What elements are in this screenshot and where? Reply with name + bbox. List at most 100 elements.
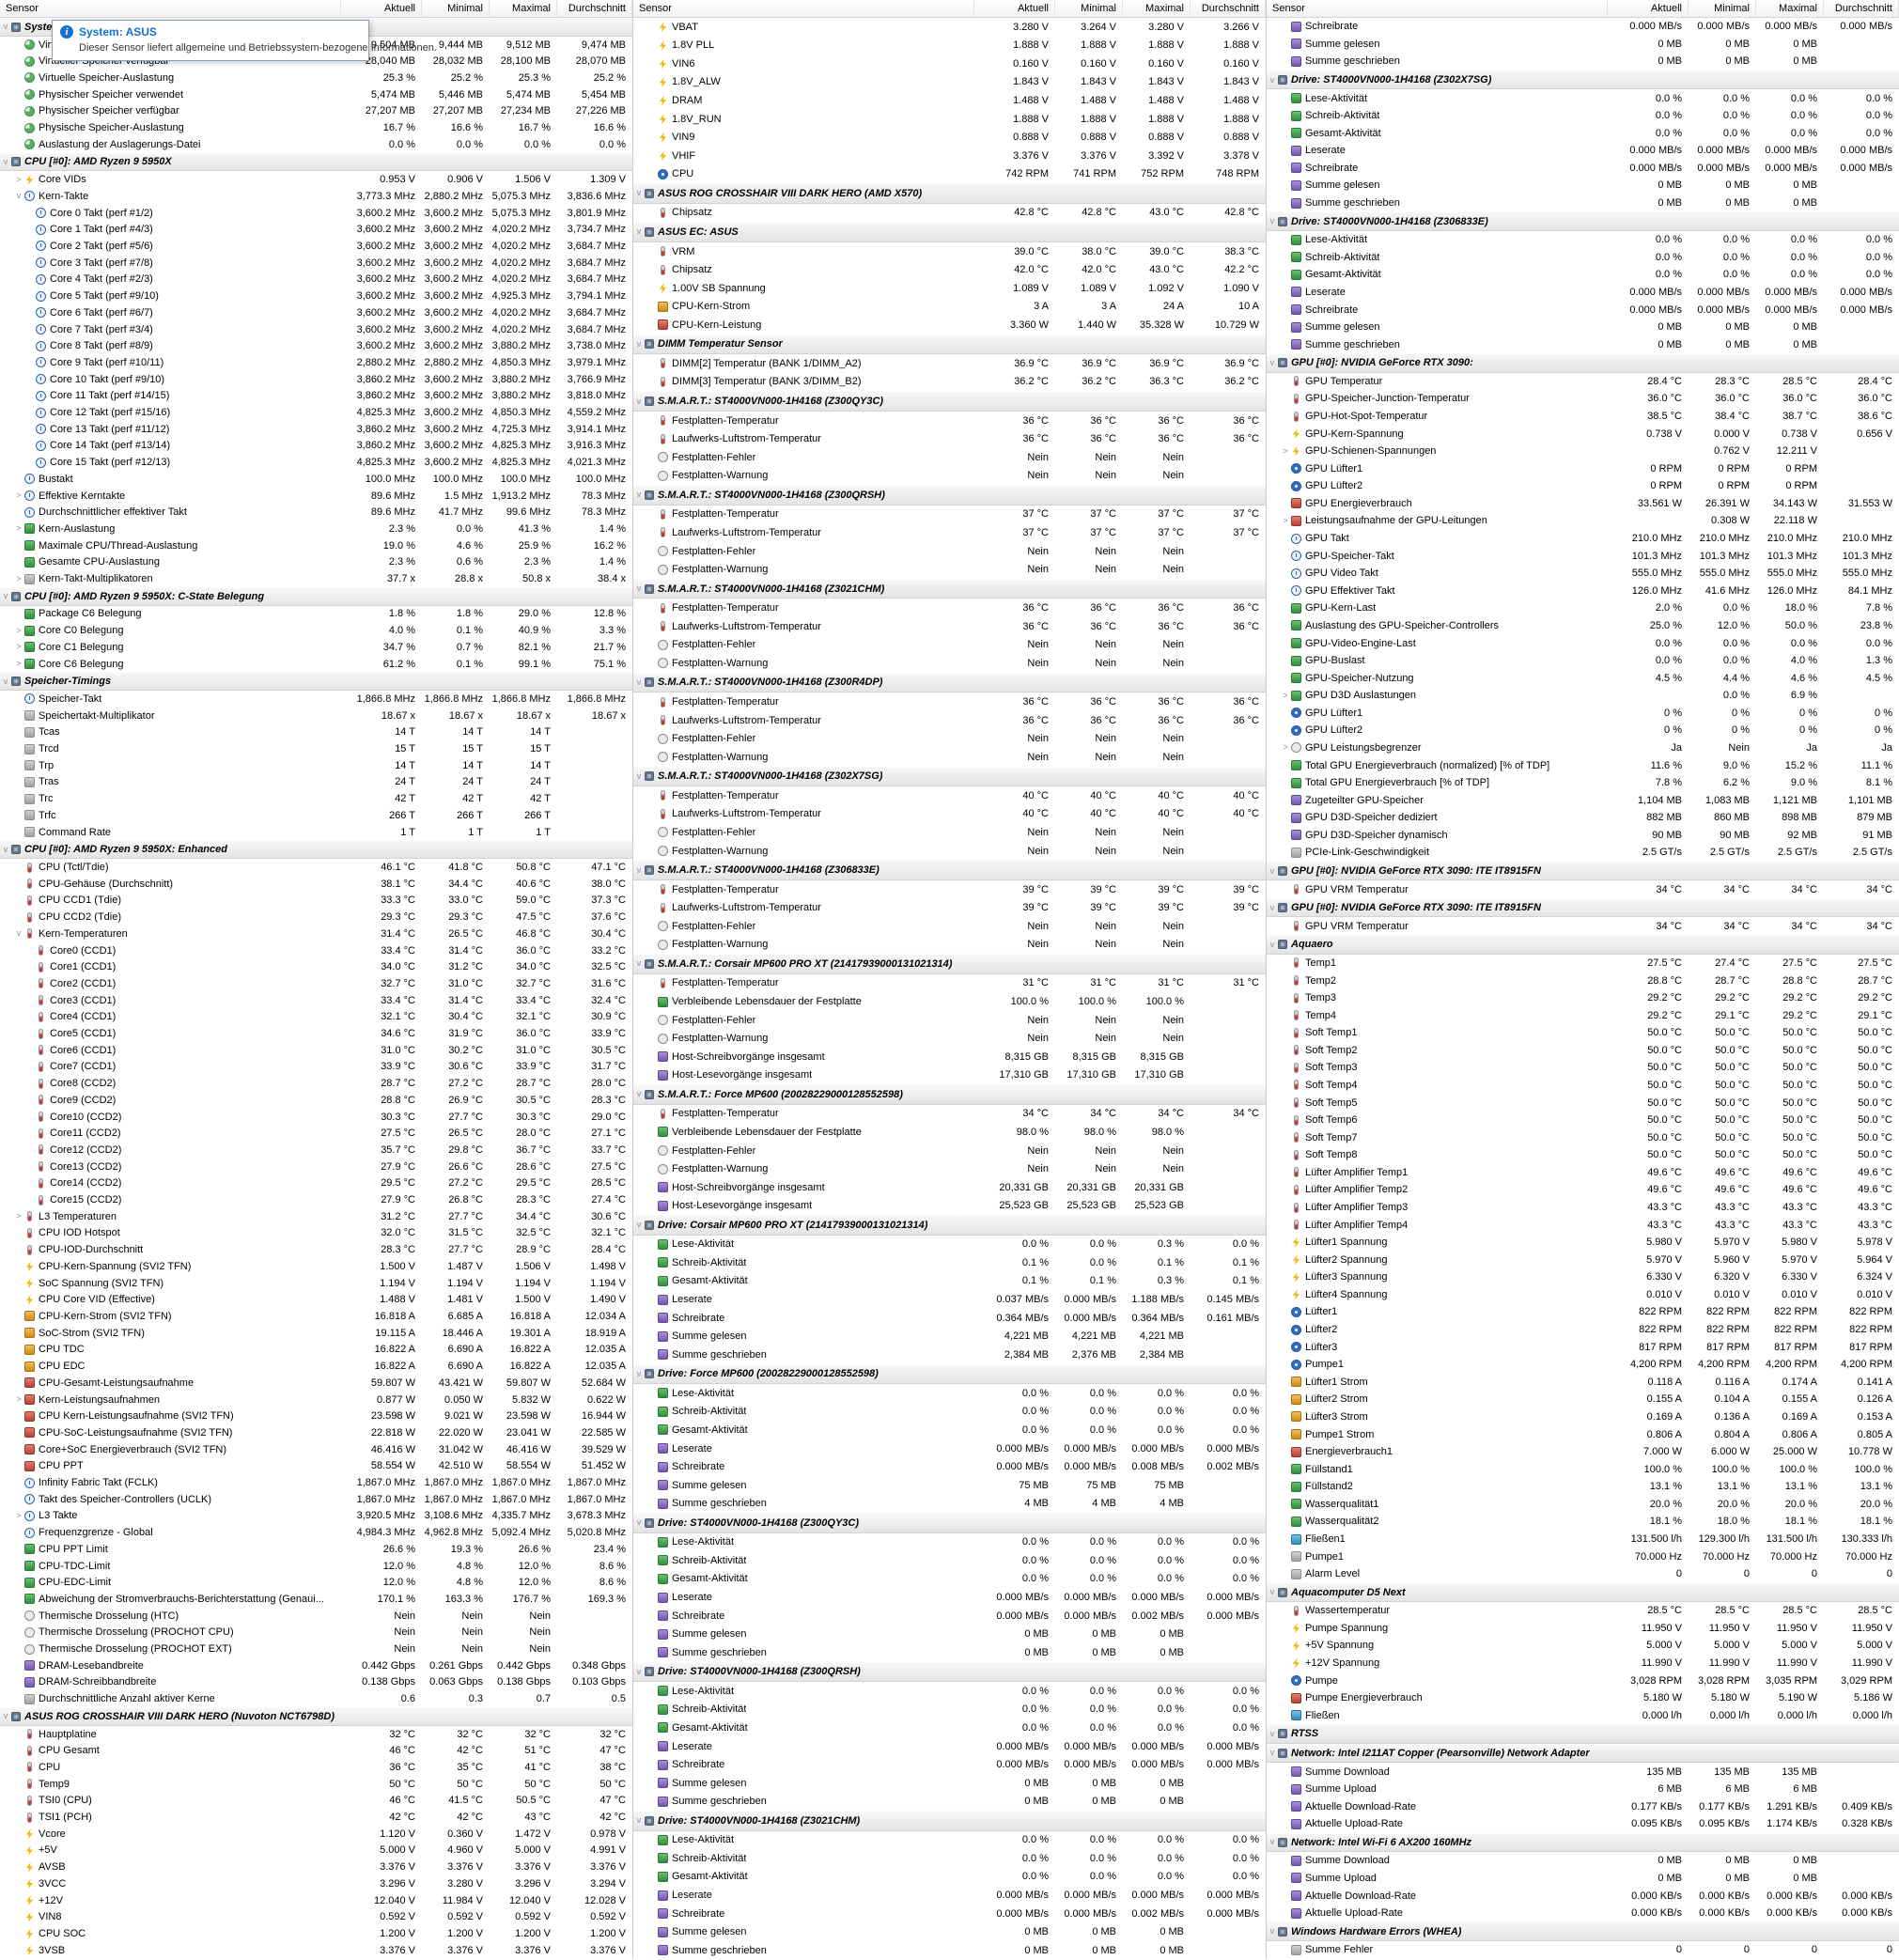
sensor-row[interactable]: Gesamt-Aktivität 0.1 % 0.1 % 0.3 % 0.1 % (633, 1272, 1266, 1291)
group-header[interactable]: v Aquacomputer D5 Next (1267, 1582, 1899, 1603)
sensor-row[interactable]: Soft Temp1 50.0 °C 50.0 °C 50.0 °C 50.0 °C (1267, 1024, 1899, 1042)
sensor-row[interactable]: SoC Spannung (SVI2 TFN) 1.194 V 1.194 V 1.1… (0, 1275, 632, 1292)
expand-chevron-icon[interactable]: > (16, 1211, 22, 1221)
expand-chevron-icon[interactable]: > (1283, 515, 1288, 525)
sensor-row[interactable]: Festplatten-Warnung Nein Nein Nein (633, 842, 1266, 861)
sensor-row[interactable]: 1.8V_RUN 1.888 V 1.888 V 1.888 V 1.888 V (633, 110, 1266, 129)
sensor-row[interactable]: Temp4 29.2 °C 29.1 °C 29.2 °C 29.1 °C (1267, 1006, 1899, 1024)
collapse-chevron-icon[interactable]: v (3, 676, 8, 686)
sensor-row[interactable]: Wasserqualität2 18.1 % 18.0 % 18.1 % 18.1 % (1267, 1513, 1899, 1531)
sensor-row[interactable]: Core 7 Takt (perf #3/4) 3,600.2 MHz 3,600.… (0, 321, 632, 338)
expand-chevron-icon[interactable]: > (16, 523, 22, 534)
sensor-row[interactable]: Festplatten-Warnung Nein Nein Nein (633, 560, 1266, 579)
sensor-row[interactable]: Festplatten-Fehler Nein Nein Nein (633, 1142, 1266, 1160)
expand-chevron-icon[interactable]: > (16, 659, 22, 669)
sensor-row[interactable]: Gesamt-Aktivität 0.0 % 0.0 % 0.0 % 0.0 % (1267, 124, 1899, 142)
sensor-row[interactable]: > Core C0 Belegung 4.0 % 0.1 % 40.9 % 3.3 % (0, 622, 632, 639)
collapse-chevron-icon[interactable]: v (1269, 939, 1275, 949)
sensor-row[interactable]: CPU Core VID (Effective) 1.488 V 1.481 V 1.… (0, 1291, 632, 1308)
collapse-chevron-icon[interactable]: v (636, 396, 642, 406)
sensor-row[interactable]: Soft Temp7 50.0 °C 50.0 °C 50.0 °C 50.0 °C (1267, 1128, 1899, 1146)
sensor-row[interactable]: Festplatten-Fehler Nein Nein Nein (633, 823, 1266, 842)
column-header-durchschnitt[interactable]: Durchschnitt (557, 0, 632, 17)
sensor-row[interactable]: Gesamt-Aktivität 0.0 % 0.0 % 0.0 % 0.0 % (633, 1868, 1266, 1887)
collapse-chevron-icon[interactable]: v (636, 490, 642, 500)
collapse-chevron-icon[interactable]: v (636, 864, 642, 875)
column-header-durchschnitt[interactable]: Durchschnitt (1191, 0, 1266, 17)
column-header-minimal[interactable]: Minimal (422, 0, 490, 17)
sensor-row[interactable]: Summe gelesen 75 MB 75 MB 75 MB (633, 1476, 1266, 1495)
sensor-row[interactable]: Core 10 Takt (perf #9/10) 3,860.2 MHz 3,60… (0, 371, 632, 388)
sensor-row[interactable]: Package C6 Belegung 1.8 % 1.8 % 29.0 % 12.8 … (0, 606, 632, 623)
sensor-row[interactable]: Lüfter1 Strom 0.118 A 0.116 A 0.174 A 0.141 … (1267, 1374, 1899, 1392)
sensor-row[interactable]: Summe geschrieben 0 MB 0 MB 0 MB (633, 1792, 1266, 1811)
group-header[interactable]: v GPU [#0]: NVIDIA GeForce RTX 3090: (1267, 352, 1899, 373)
group-header[interactable]: v S.M.A.R.T.: ST4000VN000-1H4168 (Z300QRS… (633, 485, 1266, 506)
collapse-chevron-icon[interactable]: v (3, 156, 8, 166)
sensor-row[interactable]: CPU Gesamt 46 °C 42 °C 51 °C 47 °C (0, 1742, 632, 1759)
group-header[interactable]: v S.M.A.R.T.: Force MP600 (20028229000128… (633, 1084, 1266, 1105)
sensor-row[interactable]: > L3 Temperaturen 31.2 °C 27.7 °C 34.4 °C 30.… (0, 1208, 632, 1225)
collapse-chevron-icon[interactable]: v (636, 677, 642, 687)
sensor-row[interactable]: Core 9 Takt (perf #10/11) 2,880.2 MHz 2,88… (0, 354, 632, 371)
sensor-row[interactable]: Soft Temp2 50.0 °C 50.0 °C 50.0 °C 50.0 °C (1267, 1042, 1899, 1060)
sensor-row[interactable]: GPU Lüfter1 0 RPM 0 RPM 0 RPM (1267, 459, 1899, 477)
sensor-row[interactable]: Füllstand2 13.1 % 13.1 % 13.1 % 13.1 % (1267, 1478, 1899, 1496)
column-header-aktuell[interactable]: Aktuell (974, 0, 1055, 17)
sensor-row[interactable]: Summe geschrieben 2,384 MB 2,376 MB 2,384 M… (633, 1346, 1266, 1364)
sensor-row[interactable]: Trp 14 T 14 T 14 T (0, 757, 632, 774)
sensor-row[interactable]: CPU-Gehäuse (Durchschnitt) 38.1 °C 34.4 °C… (0, 876, 632, 893)
group-header[interactable]: v Drive: ST4000VN000-1H4168 (Z302X7SG) (1267, 70, 1899, 90)
sensor-row[interactable]: CPU (Tctl/Tdie) 46.1 °C 41.8 °C 50.8 °C 47.1… (0, 859, 632, 876)
sensor-row[interactable]: Gesamt-Aktivität 0.0 % 0.0 % 0.0 % 0.0 % (633, 1719, 1266, 1737)
sensor-row[interactable]: Schreib-Aktivität 0.0 % 0.0 % 0.0 % 0.0 % (633, 1701, 1266, 1719)
sensor-row[interactable]: Schreibrate 0.000 MB/s 0.000 MB/s 0.002 MB/… (633, 1607, 1266, 1626)
sensor-row[interactable]: Gesamt-Aktivität 0.0 % 0.0 % 0.0 % 0.0 % (633, 1421, 1266, 1439)
expand-chevron-icon[interactable]: > (16, 573, 22, 583)
column-header-durchschnitt[interactable]: Durchschnitt (1824, 0, 1899, 17)
sensor-row[interactable]: GPU Temperatur 28.4 °C 28.3 °C 28.5 °C 28.4 … (1267, 373, 1899, 391)
sensor-row[interactable]: Physischer Speicher verfügbar 27,207 MB 27… (0, 103, 632, 120)
sensor-row[interactable]: Summe Download 135 MB 135 MB 135 MB (1267, 1763, 1899, 1781)
sensor-row[interactable]: GPU Takt 210.0 MHz 210.0 MHz 210.0 MHz 210.0… (1267, 530, 1899, 548)
sensor-row[interactable]: > Core C1 Belegung 34.7 % 0.7 % 82.1 % 21.7 % (0, 639, 632, 656)
collapse-chevron-icon[interactable]: v (636, 583, 642, 594)
sensor-row[interactable]: Aktuelle Download-Rate 0.000 KB/s 0.000 KB… (1267, 1887, 1899, 1905)
sensor-row[interactable]: DRAM 1.488 V 1.488 V 1.488 V 1.488 V (633, 91, 1266, 110)
sensor-row[interactable]: Tcas 14 T 14 T 14 T (0, 724, 632, 741)
collapse-chevron-icon[interactable]: v (3, 591, 8, 601)
sensor-row[interactable]: Wasserqualität1 20.0 % 20.0 % 20.0 % 20.0 % (1267, 1496, 1899, 1514)
sensor-row[interactable]: Core 12 Takt (perf #15/16) 4,825.3 MHz 3,6… (0, 404, 632, 421)
sensor-row[interactable]: Fließen 0.000 l/h 0.000 l/h 0.000 l/h 0.000 … (1267, 1707, 1899, 1725)
sensor-row[interactable]: > GPU-Schienen-Spannungen 0.762 V 12.211 V (1267, 443, 1899, 460)
sensor-row[interactable]: Physische Speicher-Auslastung 16.7 % 16.6 … (0, 119, 632, 136)
collapse-chevron-icon[interactable]: v (636, 188, 642, 198)
sensor-row[interactable]: Schreib-Aktivität 0.0 % 0.0 % 0.0 % 0.0 % (633, 1403, 1266, 1422)
group-header[interactable]: v S.M.A.R.T.: ST4000VN000-1H4168 (Z306833… (633, 860, 1266, 880)
sensor-row[interactable]: Temp1 27.5 °C 27.4 °C 27.5 °C 27.5 °C (1267, 955, 1899, 972)
group-header[interactable]: v S.M.A.R.T.: ST4000VN000-1H4168 (Z3021CH… (633, 578, 1266, 599)
sensor-row[interactable]: Temp9 50 °C 50 °C 50 °C 50 °C (0, 1776, 632, 1793)
expand-chevron-icon[interactable]: > (16, 490, 22, 501)
sensor-row[interactable]: Thermische Drosselung (HTC) Nein Nein Nein (0, 1608, 632, 1625)
column-header-maximal[interactable]: Maximal (490, 0, 557, 17)
sensor-row[interactable]: Lese-Aktivität 0.0 % 0.0 % 0.0 % 0.0 % (633, 1831, 1266, 1850)
sensor-row[interactable]: GPU-Kern-Spannung 0.738 V 0.000 V 0.738 V 0.… (1267, 425, 1899, 443)
sensor-row[interactable]: Speichertakt-Multiplikator 18.67 x 18.67 x… (0, 708, 632, 724)
sensor-row[interactable]: Core8 (CCD2) 28.7 °C 27.2 °C 28.7 °C 28.0 °C (0, 1075, 632, 1092)
collapse-chevron-icon[interactable]: v (636, 1368, 642, 1378)
sensor-row[interactable]: Lese-Aktivität 0.0 % 0.0 % 0.3 % 0.0 % (633, 1236, 1266, 1254)
sensor-row[interactable]: > Kern-Takt-Multiplikatoren 37.7 x 28.8 x 50… (0, 570, 632, 587)
expand-chevron-icon[interactable]: > (16, 174, 22, 184)
sensor-row[interactable]: Festplatten-Warnung Nein Nein Nein (633, 748, 1266, 767)
sensor-row[interactable]: Core 2 Takt (perf #5/6) 3,600.2 MHz 3,600.… (0, 238, 632, 255)
sensor-row[interactable]: Laufwerks-Luftstrom-Temperatur 37 °C 37 °C… (633, 523, 1266, 542)
sensor-row[interactable]: Festplatten-Temperatur 39 °C 39 °C 39 °C 39 … (633, 880, 1266, 899)
collapse-chevron-icon[interactable]: v (1269, 216, 1275, 226)
sensor-row[interactable]: TSI1 (PCH) 42 °C 42 °C 43 °C 42 °C (0, 1809, 632, 1826)
sensor-row[interactable]: > Kern-Auslastung 2.3 % 0.0 % 41.3 % 1.4 % (0, 521, 632, 537)
sensor-row[interactable]: Trc 42 T 42 T 42 T (0, 790, 632, 807)
sensor-row[interactable]: Leserate 0.000 MB/s 0.000 MB/s 0.000 MB/s 0.… (1267, 142, 1899, 160)
